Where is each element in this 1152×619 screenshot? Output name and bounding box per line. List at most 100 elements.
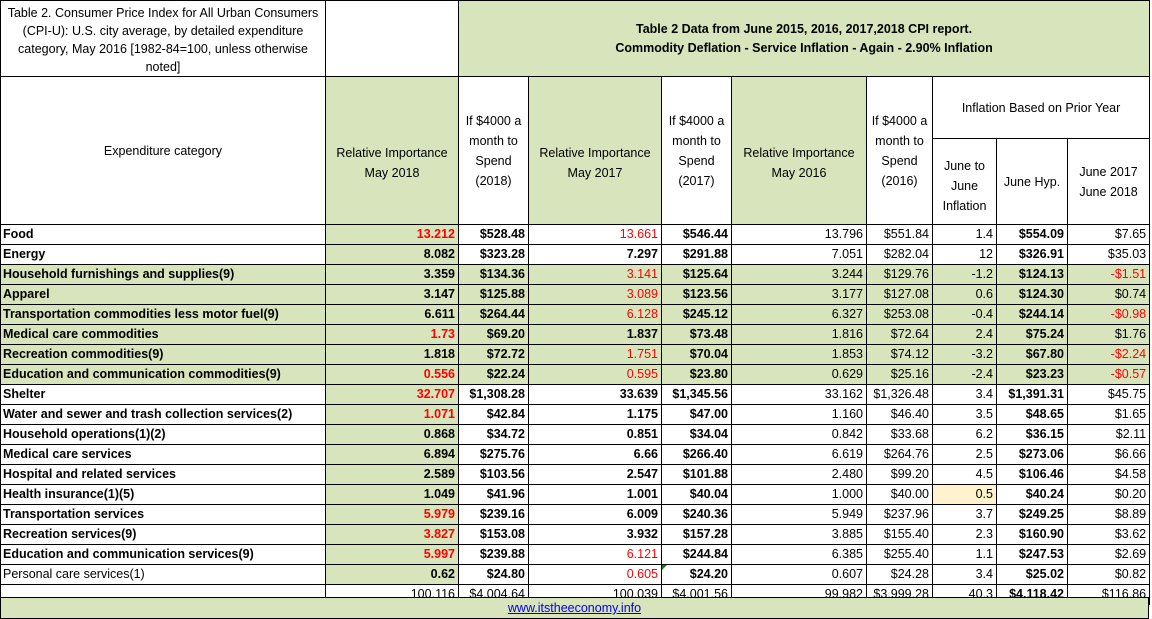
cell-category[interactable]: Personal care services(1) <box>0 564 326 585</box>
cell-spend2016[interactable]: $24.28 <box>866 564 933 585</box>
cell-spend2016[interactable]: $40.00 <box>866 484 933 505</box>
cell-diff[interactable]: $1.65 <box>1066 404 1151 425</box>
cell-diff[interactable]: $4.58 <box>1066 464 1151 485</box>
cell-spend2016[interactable]: $25.16 <box>866 364 933 385</box>
cell-category[interactable]: Food <box>0 224 326 245</box>
cell-ri2017[interactable]: 6.66 <box>528 444 662 465</box>
cell-ri2018[interactable]: 0.556 <box>325 364 459 385</box>
cell-ri2016[interactable]: 1.816 <box>731 324 867 345</box>
cell-spend2017[interactable]: $73.48 <box>661 324 732 345</box>
cell-ri2017[interactable]: 3.141 <box>528 264 662 285</box>
cell-ri2016[interactable]: 6.327 <box>731 304 867 325</box>
cell-spend2017[interactable]: $546.44 <box>661 224 732 245</box>
cell-category[interactable]: Energy <box>0 244 326 265</box>
cell-ri2017[interactable]: 3.932 <box>528 524 662 545</box>
cell-diff[interactable]: $0.20 <box>1066 484 1151 505</box>
cell-hyp[interactable]: $554.09 <box>996 224 1068 245</box>
cell-category[interactable]: Recreation services(9) <box>0 524 326 545</box>
cell-spend2017[interactable]: $245.12 <box>661 304 732 325</box>
cell-diff[interactable]: $45.75 <box>1066 384 1151 405</box>
cell-category[interactable]: Household operations(1)(2) <box>0 424 326 445</box>
cell-diff[interactable]: $0.82 <box>1066 564 1151 585</box>
cell-category[interactable]: Medical care commodities <box>0 324 326 345</box>
cell-ri2017[interactable]: 1.751 <box>528 344 662 365</box>
cell-diff[interactable]: $0.74 <box>1066 284 1151 305</box>
cell-spend2018[interactable]: $528.48 <box>458 224 529 245</box>
cell-ri2017[interactable]: 0.851 <box>528 424 662 445</box>
cell-spend2016[interactable]: $551.84 <box>866 224 933 245</box>
cell-ri2018[interactable]: 1.818 <box>325 344 459 365</box>
cell-ri2018[interactable]: 8.082 <box>325 244 459 265</box>
cell-ri2017[interactable]: 0.595 <box>528 364 662 385</box>
cell-category[interactable]: Apparel <box>0 284 326 305</box>
cell-hyp[interactable]: $36.15 <box>996 424 1068 445</box>
cell-category[interactable]: Water and sewer and trash collection ser… <box>0 404 326 425</box>
cell-ri2016[interactable]: 6.385 <box>731 544 867 565</box>
cell-spend2017[interactable]: $24.20 <box>661 564 732 585</box>
cell-hyp[interactable]: $273.06 <box>996 444 1068 465</box>
cell-spend2018[interactable]: $239.88 <box>458 544 529 565</box>
cell-ri2016[interactable]: 33.162 <box>731 384 867 405</box>
cell-jtj[interactable]: 3.7 <box>932 504 997 525</box>
cell-hyp[interactable]: $326.91 <box>996 244 1068 265</box>
cell-diff[interactable]: $8.89 <box>1066 504 1151 525</box>
cell-diff[interactable]: $2.11 <box>1066 424 1151 445</box>
cell-ri2018[interactable]: 3.359 <box>325 264 459 285</box>
cell-ri2018[interactable]: 1.049 <box>325 484 459 505</box>
cell-jtj[interactable]: -0.4 <box>932 304 997 325</box>
cell-ri2018[interactable]: 5.997 <box>325 544 459 565</box>
cell-diff[interactable]: $1.76 <box>1066 324 1151 345</box>
cell-ri2017[interactable]: 2.547 <box>528 464 662 485</box>
cell-spend2016[interactable]: $253.08 <box>866 304 933 325</box>
cell-spend2016[interactable]: $255.40 <box>866 544 933 565</box>
cell-diff[interactable]: -$0.98 <box>1066 304 1151 325</box>
cell-spend2017[interactable]: $266.40 <box>661 444 732 465</box>
cell-ri2018[interactable]: 5.979 <box>325 504 459 525</box>
cell-spend2016[interactable]: $33.68 <box>866 424 933 445</box>
cell-spend2017[interactable]: $70.04 <box>661 344 732 365</box>
cell-jtj[interactable]: 2.3 <box>932 524 997 545</box>
cell-ri2018[interactable]: 13.212 <box>325 224 459 245</box>
cell-ri2018[interactable]: 0.62 <box>325 564 459 585</box>
cell-jtj[interactable]: -1.2 <box>932 264 997 285</box>
cell-spend2016[interactable]: $127.08 <box>866 284 933 305</box>
cell-spend2017[interactable]: $157.28 <box>661 524 732 545</box>
cell-spend2018[interactable]: $239.16 <box>458 504 529 525</box>
cell-diff[interactable]: $6.66 <box>1066 444 1151 465</box>
cell-diff[interactable]: -$0.57 <box>1066 364 1151 385</box>
cell-spend2018[interactable]: $125.88 <box>458 284 529 305</box>
cell-diff[interactable]: $7.65 <box>1066 224 1151 245</box>
cell-jtj[interactable]: 1.4 <box>932 224 997 245</box>
cell-ri2017[interactable]: 1.837 <box>528 324 662 345</box>
cell-ri2018[interactable]: 3.827 <box>325 524 459 545</box>
cell-category[interactable]: Education and communication services(9) <box>0 544 326 565</box>
cell-hyp[interactable]: $247.53 <box>996 544 1068 565</box>
cell-spend2017[interactable]: $40.04 <box>661 484 732 505</box>
cell-spend2016[interactable]: $237.96 <box>866 504 933 525</box>
cell-spend2017[interactable]: $125.64 <box>661 264 732 285</box>
comment-indicator-icon[interactable] <box>662 565 667 570</box>
cell-ri2017[interactable]: 1.175 <box>528 404 662 425</box>
cell-category[interactable]: Hospital and related services <box>0 464 326 485</box>
cell-spend2018[interactable]: $275.76 <box>458 444 529 465</box>
cell-spend2016[interactable]: $99.20 <box>866 464 933 485</box>
cell-hyp[interactable]: $160.90 <box>996 524 1068 545</box>
cell-spend2018[interactable]: $153.08 <box>458 524 529 545</box>
cell-spend2017[interactable]: $34.04 <box>661 424 732 445</box>
cell-hyp[interactable]: $67.80 <box>996 344 1068 365</box>
cell-hyp[interactable]: $25.02 <box>996 564 1068 585</box>
cell-hyp[interactable]: $124.30 <box>996 284 1068 305</box>
cell-jtj[interactable]: -3.2 <box>932 344 997 365</box>
cell-category[interactable]: Transportation services <box>0 504 326 525</box>
cell-ri2016[interactable]: 1.000 <box>731 484 867 505</box>
cell-jtj[interactable]: 1.1 <box>932 544 997 565</box>
cell-ri2016[interactable]: 2.480 <box>731 464 867 485</box>
cell-jtj[interactable]: 3.5 <box>932 404 997 425</box>
cell-ri2016[interactable]: 3.885 <box>731 524 867 545</box>
cell-ri2018[interactable]: 1.73 <box>325 324 459 345</box>
cell-ri2017[interactable]: 1.001 <box>528 484 662 505</box>
cell-hyp[interactable]: $48.65 <box>996 404 1068 425</box>
cell-hyp[interactable]: $40.24 <box>996 484 1068 505</box>
cell-ri2016[interactable]: 6.619 <box>731 444 867 465</box>
cell-spend2016[interactable]: $1,326.48 <box>866 384 933 405</box>
